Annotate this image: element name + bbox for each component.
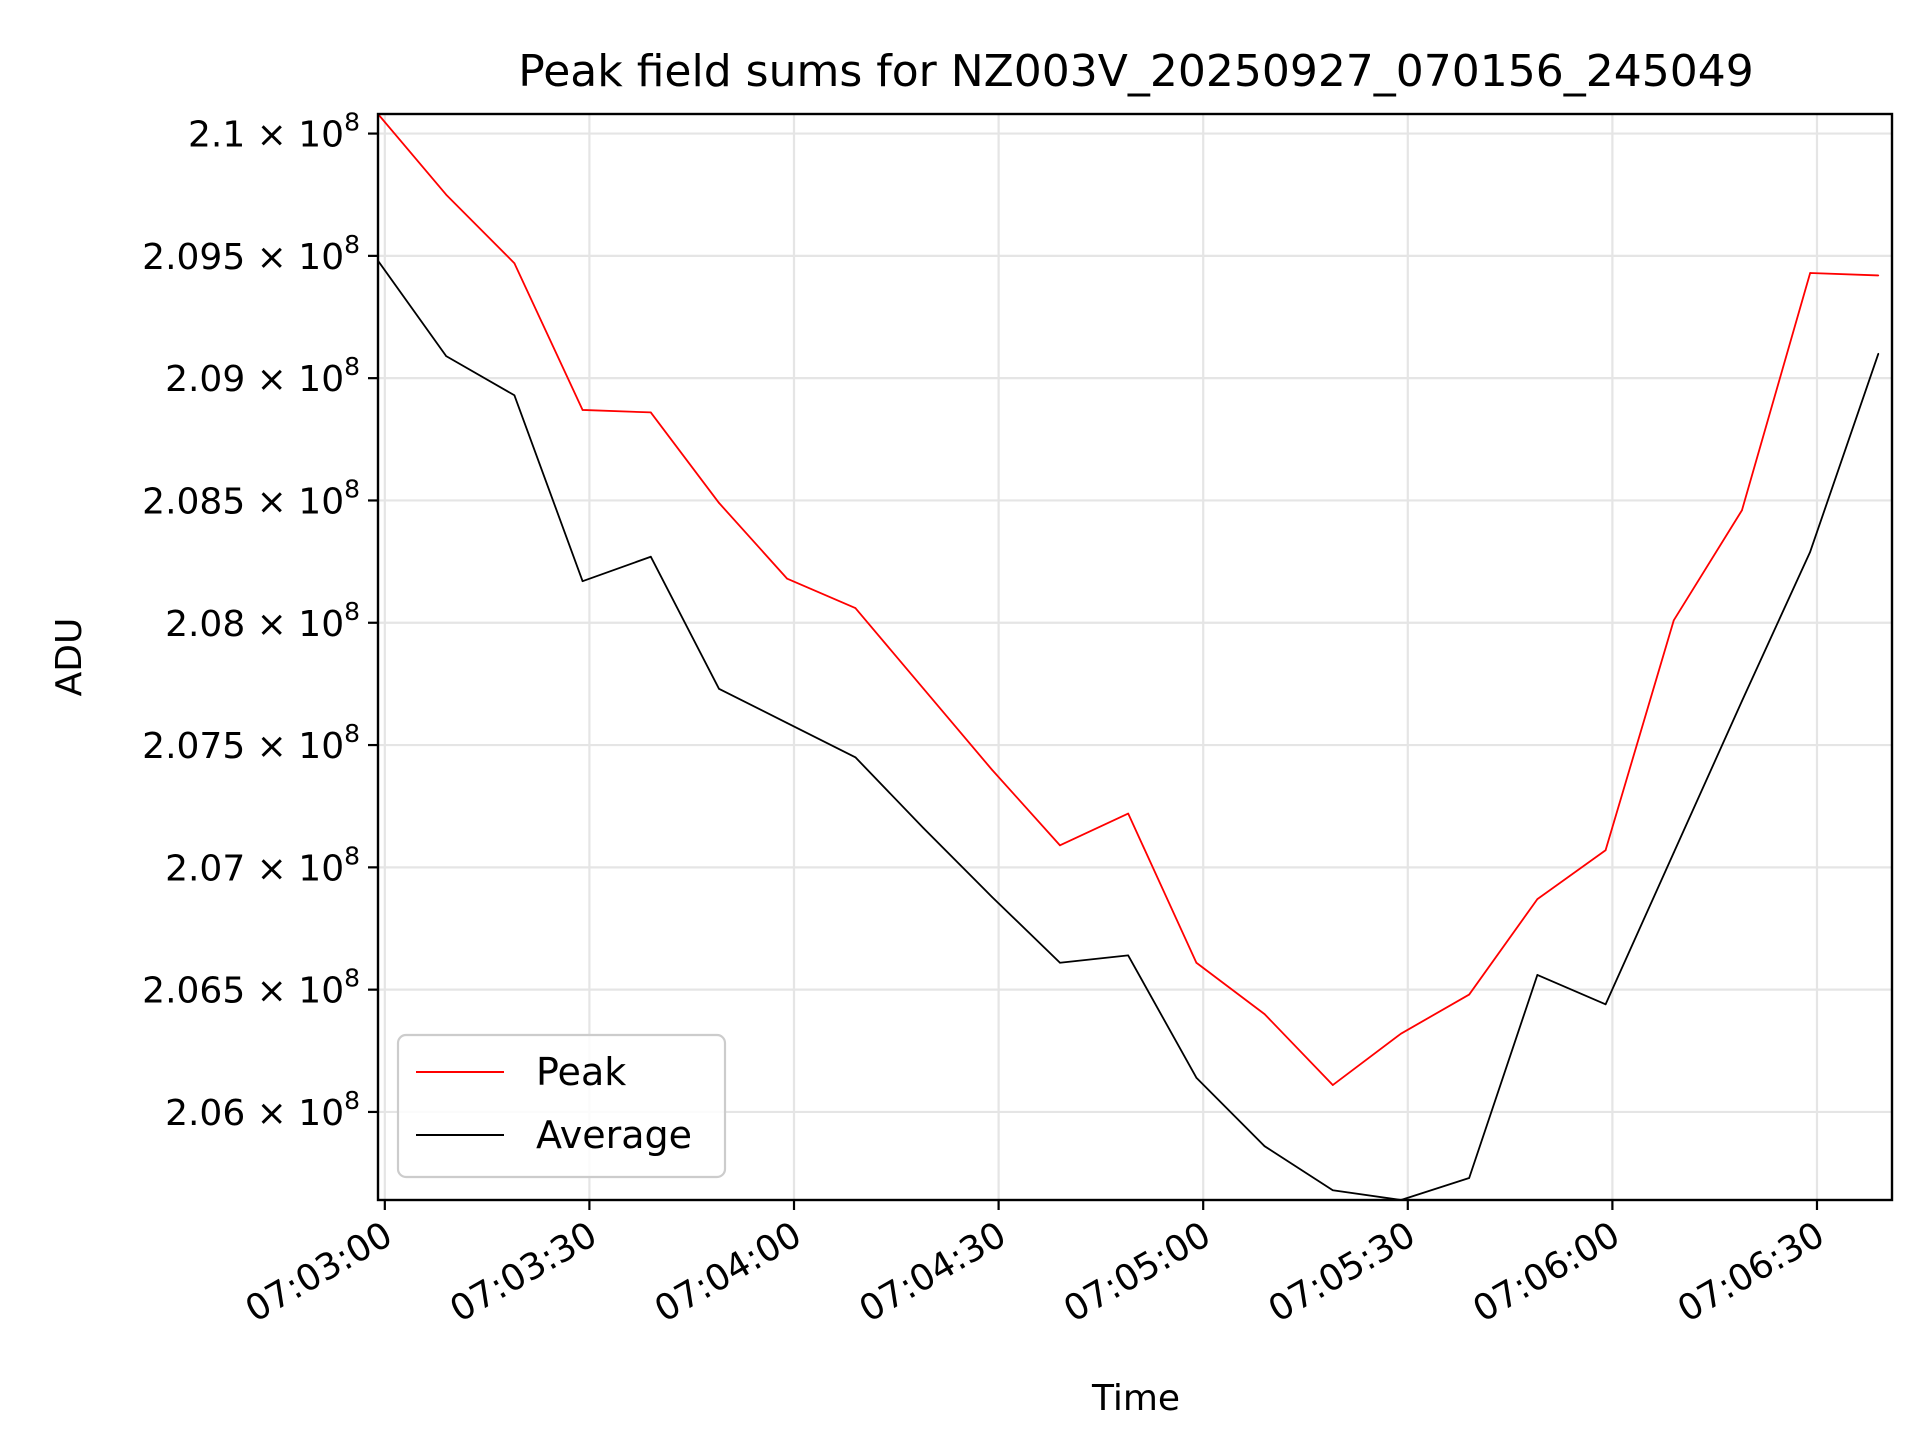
point-peak-3 (581, 409, 584, 411)
point-average-5 (718, 687, 720, 690)
point-peak-8 (922, 687, 925, 690)
grid (378, 114, 1892, 1200)
point-peak-22 (1877, 274, 1880, 277)
y-tick-label-8: 2.1 × 108 (188, 108, 360, 156)
point-peak-14 (1331, 1084, 1334, 1086)
point-average-19 (1672, 851, 1675, 854)
x-axis-label: Time (1091, 1378, 1180, 1419)
y-axis: 2.06 × 108 2.065 × 108 2.07 × 108 2.075 × 1… (142, 108, 378, 1134)
point-average-14 (1331, 1189, 1334, 1192)
legend-peak-label: Peak (536, 1050, 626, 1094)
point-peak-16 (1468, 993, 1470, 996)
y-tick-label-0: 2.06 × 108 (165, 1086, 360, 1134)
point-peak-20 (1741, 509, 1743, 512)
point-average-6 (786, 722, 788, 724)
y-tick-label-4: 2.08 × 108 (165, 597, 360, 645)
point-peak-11 (1127, 812, 1129, 815)
legend: Peak Average (396, 1033, 727, 1179)
point-peak-2 (513, 262, 516, 265)
point-peak-17 (1536, 898, 1539, 900)
point-average-13 (1263, 1145, 1266, 1147)
point-peak-7 (854, 607, 857, 609)
plot-frame (376, 112, 1894, 1202)
point-average-12 (1195, 1076, 1198, 1079)
point-peak-10 (1059, 844, 1061, 847)
point-peak-19 (1672, 619, 1675, 622)
point-average-7 (854, 756, 857, 759)
chart-title: Peak field sums for NZ003V_20250927_0701… (518, 46, 1753, 97)
point-average-16 (1468, 1177, 1470, 1179)
y-tick-label-2: 2.07 × 108 (165, 841, 360, 889)
y-tick-label-6: 2.09 × 108 (165, 352, 360, 400)
point-average-22 (1877, 352, 1880, 355)
point-average-4 (649, 555, 652, 558)
series-lines (377, 113, 1880, 1201)
y-axis-label: ADU (49, 618, 90, 697)
point-average-9 (990, 895, 993, 898)
y-tick-label-7: 2.095 × 108 (142, 230, 360, 278)
point-average-20 (1741, 700, 1743, 702)
point-peak-6 (786, 577, 788, 580)
legend-average-label: Average (536, 1113, 692, 1157)
point-peak-9 (990, 768, 993, 771)
y-tick-label-3: 2.075 × 108 (142, 719, 360, 767)
point-peak-18 (1604, 849, 1607, 852)
point-peak-5 (718, 502, 720, 504)
point-average-17 (1536, 974, 1539, 976)
y-tick-label-1: 2.065 × 108 (142, 964, 360, 1012)
point-peak-13 (1263, 1013, 1266, 1015)
point-average-3 (581, 580, 584, 582)
point-average-10 (1059, 961, 1061, 964)
point-peak-21 (1809, 272, 1811, 274)
point-average-8 (922, 827, 925, 830)
point-peak-1 (445, 193, 447, 196)
point-peak-4 (649, 411, 652, 414)
legend-box (396, 1033, 727, 1179)
point-average-18 (1604, 1003, 1607, 1006)
y-tick-label-5: 2.085 × 108 (142, 474, 360, 522)
point-peak-12 (1195, 961, 1198, 964)
point-average-21 (1809, 551, 1811, 553)
point-peak-15 (1400, 1032, 1402, 1035)
point-average-2 (513, 394, 516, 397)
point-average-11 (1127, 954, 1129, 957)
point-average-1 (445, 355, 447, 357)
